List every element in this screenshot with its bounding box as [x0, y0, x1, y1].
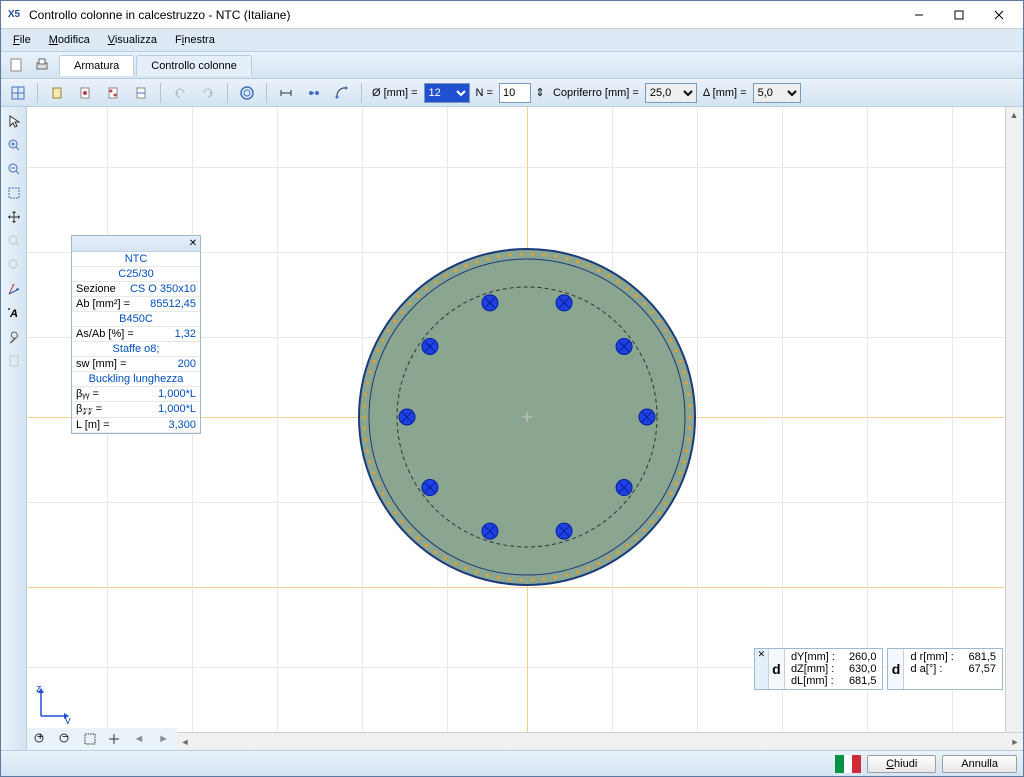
print-icon[interactable]: [30, 54, 54, 76]
pan-icon[interactable]: [3, 206, 25, 228]
info-ntc: NTC: [72, 252, 200, 267]
axis-indicator: z y: [33, 684, 73, 724]
menu-file[interactable]: File: [5, 32, 39, 48]
zoom-dim-icon[interactable]: [3, 230, 25, 252]
menu-visualizza[interactable]: Visualizza: [100, 32, 165, 48]
window-title: Controllo colonne in calcestruzzo - NTC …: [29, 8, 899, 22]
coord-close-icon[interactable]: ✕: [755, 649, 769, 689]
svg-text:−: −: [62, 732, 68, 743]
chiudi-button[interactable]: Chiudi: [867, 755, 936, 773]
zoom-out-icon[interactable]: [3, 158, 25, 180]
rebar3-icon[interactable]: [129, 82, 153, 104]
measure1-icon[interactable]: [274, 82, 298, 104]
canvas[interactable]: ✕ NTC C25/30 SezioneCS O 350x10 Ab [mm²]…: [27, 107, 1023, 750]
close-button[interactable]: [979, 2, 1019, 28]
zoom-dim2-icon[interactable]: [3, 254, 25, 276]
paste-icon[interactable]: [45, 82, 69, 104]
menu-finestra[interactable]: Finestra: [167, 32, 223, 48]
arc-icon[interactable]: [330, 82, 354, 104]
maximize-button[interactable]: [939, 2, 979, 28]
info-panel: ✕ NTC C25/30 SezioneCS O 350x10 Ab [mm²]…: [71, 235, 201, 434]
zoom-fit-icon[interactable]: [81, 730, 99, 748]
menubar: File Modifica Visualizza Finestra: [1, 29, 1023, 51]
swirl-icon[interactable]: [235, 82, 259, 104]
info-steel: B450C: [72, 312, 200, 327]
rebar2-icon[interactable]: [101, 82, 125, 104]
annulla-button[interactable]: Annulla: [942, 755, 1017, 773]
zoom-zout-icon[interactable]: −: [56, 730, 74, 748]
text-a-icon[interactable]: A: [3, 302, 25, 324]
svg-text:z: z: [36, 684, 42, 695]
cursor-icon[interactable]: [3, 110, 25, 132]
app-icon: X5: [5, 6, 23, 24]
tab-controllo[interactable]: Controllo colonne: [136, 55, 252, 76]
diameter-label: Ø [mm] =: [372, 87, 418, 99]
redo-icon[interactable]: [196, 82, 220, 104]
measure2-icon[interactable]: [302, 82, 326, 104]
tab-armatura[interactable]: Armatura: [59, 55, 134, 76]
coord-d-icon-2: d: [888, 649, 904, 689]
delta-label: Δ [mm] =: [703, 87, 747, 99]
zoom-in-icon[interactable]: [3, 134, 25, 156]
titlebar: X5 Controllo colonne in calcestruzzo - N…: [1, 1, 1023, 29]
fit-icon[interactable]: [3, 182, 25, 204]
grid-icon[interactable]: [6, 82, 30, 104]
statusbar: Chiudi Annulla: [1, 750, 1023, 776]
svg-text:A: A: [9, 308, 18, 320]
wrench-icon[interactable]: [3, 326, 25, 348]
n-input[interactable]: [499, 83, 531, 103]
svg-text:+: +: [37, 732, 43, 743]
scrollbar-v[interactable]: ▲: [1005, 107, 1023, 732]
new-icon[interactable]: [4, 54, 28, 76]
coord-panels: ✕ d dY[mm] :260,0 dZ[mm] :630,0 dL[mm] :…: [754, 648, 1003, 690]
toolbar-tabs: Armatura Controllo colonne: [1, 51, 1023, 79]
zoom-next-icon[interactable]: ►: [155, 730, 173, 748]
zoom-pan-icon[interactable]: [105, 730, 123, 748]
coord-d-icon: d: [769, 649, 785, 689]
info-concrete: C25/30: [72, 267, 200, 282]
copriferro-label: Copriferro [mm] =: [553, 87, 639, 99]
diameter-select[interactable]: 12: [424, 83, 470, 103]
n-label: N =: [476, 87, 493, 99]
zoom-prev-icon[interactable]: ◄: [130, 730, 148, 748]
scrollbar-h[interactable]: ◄►: [177, 732, 1023, 750]
svg-text:y: y: [65, 715, 71, 724]
zoom-zin-icon[interactable]: +: [31, 730, 49, 748]
workspace: A ✕ NTC C25/30 SezioneCS O 350x10: [1, 107, 1023, 750]
clipboard-icon[interactable]: [3, 350, 25, 372]
toolbar-main: Ø [mm] = 12 N = ⇕ Copriferro [mm] = 25,0…: [1, 79, 1023, 107]
zoom-toolbar: + − ◄ ►: [27, 728, 177, 750]
minimize-button[interactable]: [899, 2, 939, 28]
left-toolbar: A: [1, 107, 27, 750]
info-close-icon[interactable]: ✕: [186, 237, 200, 251]
menu-modifica[interactable]: Modifica: [41, 32, 98, 48]
vectors-icon[interactable]: [3, 278, 25, 300]
rebar1-icon[interactable]: [73, 82, 97, 104]
undo-icon[interactable]: [168, 82, 192, 104]
flag-italy-icon: [835, 755, 861, 773]
delta-select[interactable]: 5,0: [753, 83, 801, 103]
copriferro-select[interactable]: 25,0: [645, 83, 697, 103]
